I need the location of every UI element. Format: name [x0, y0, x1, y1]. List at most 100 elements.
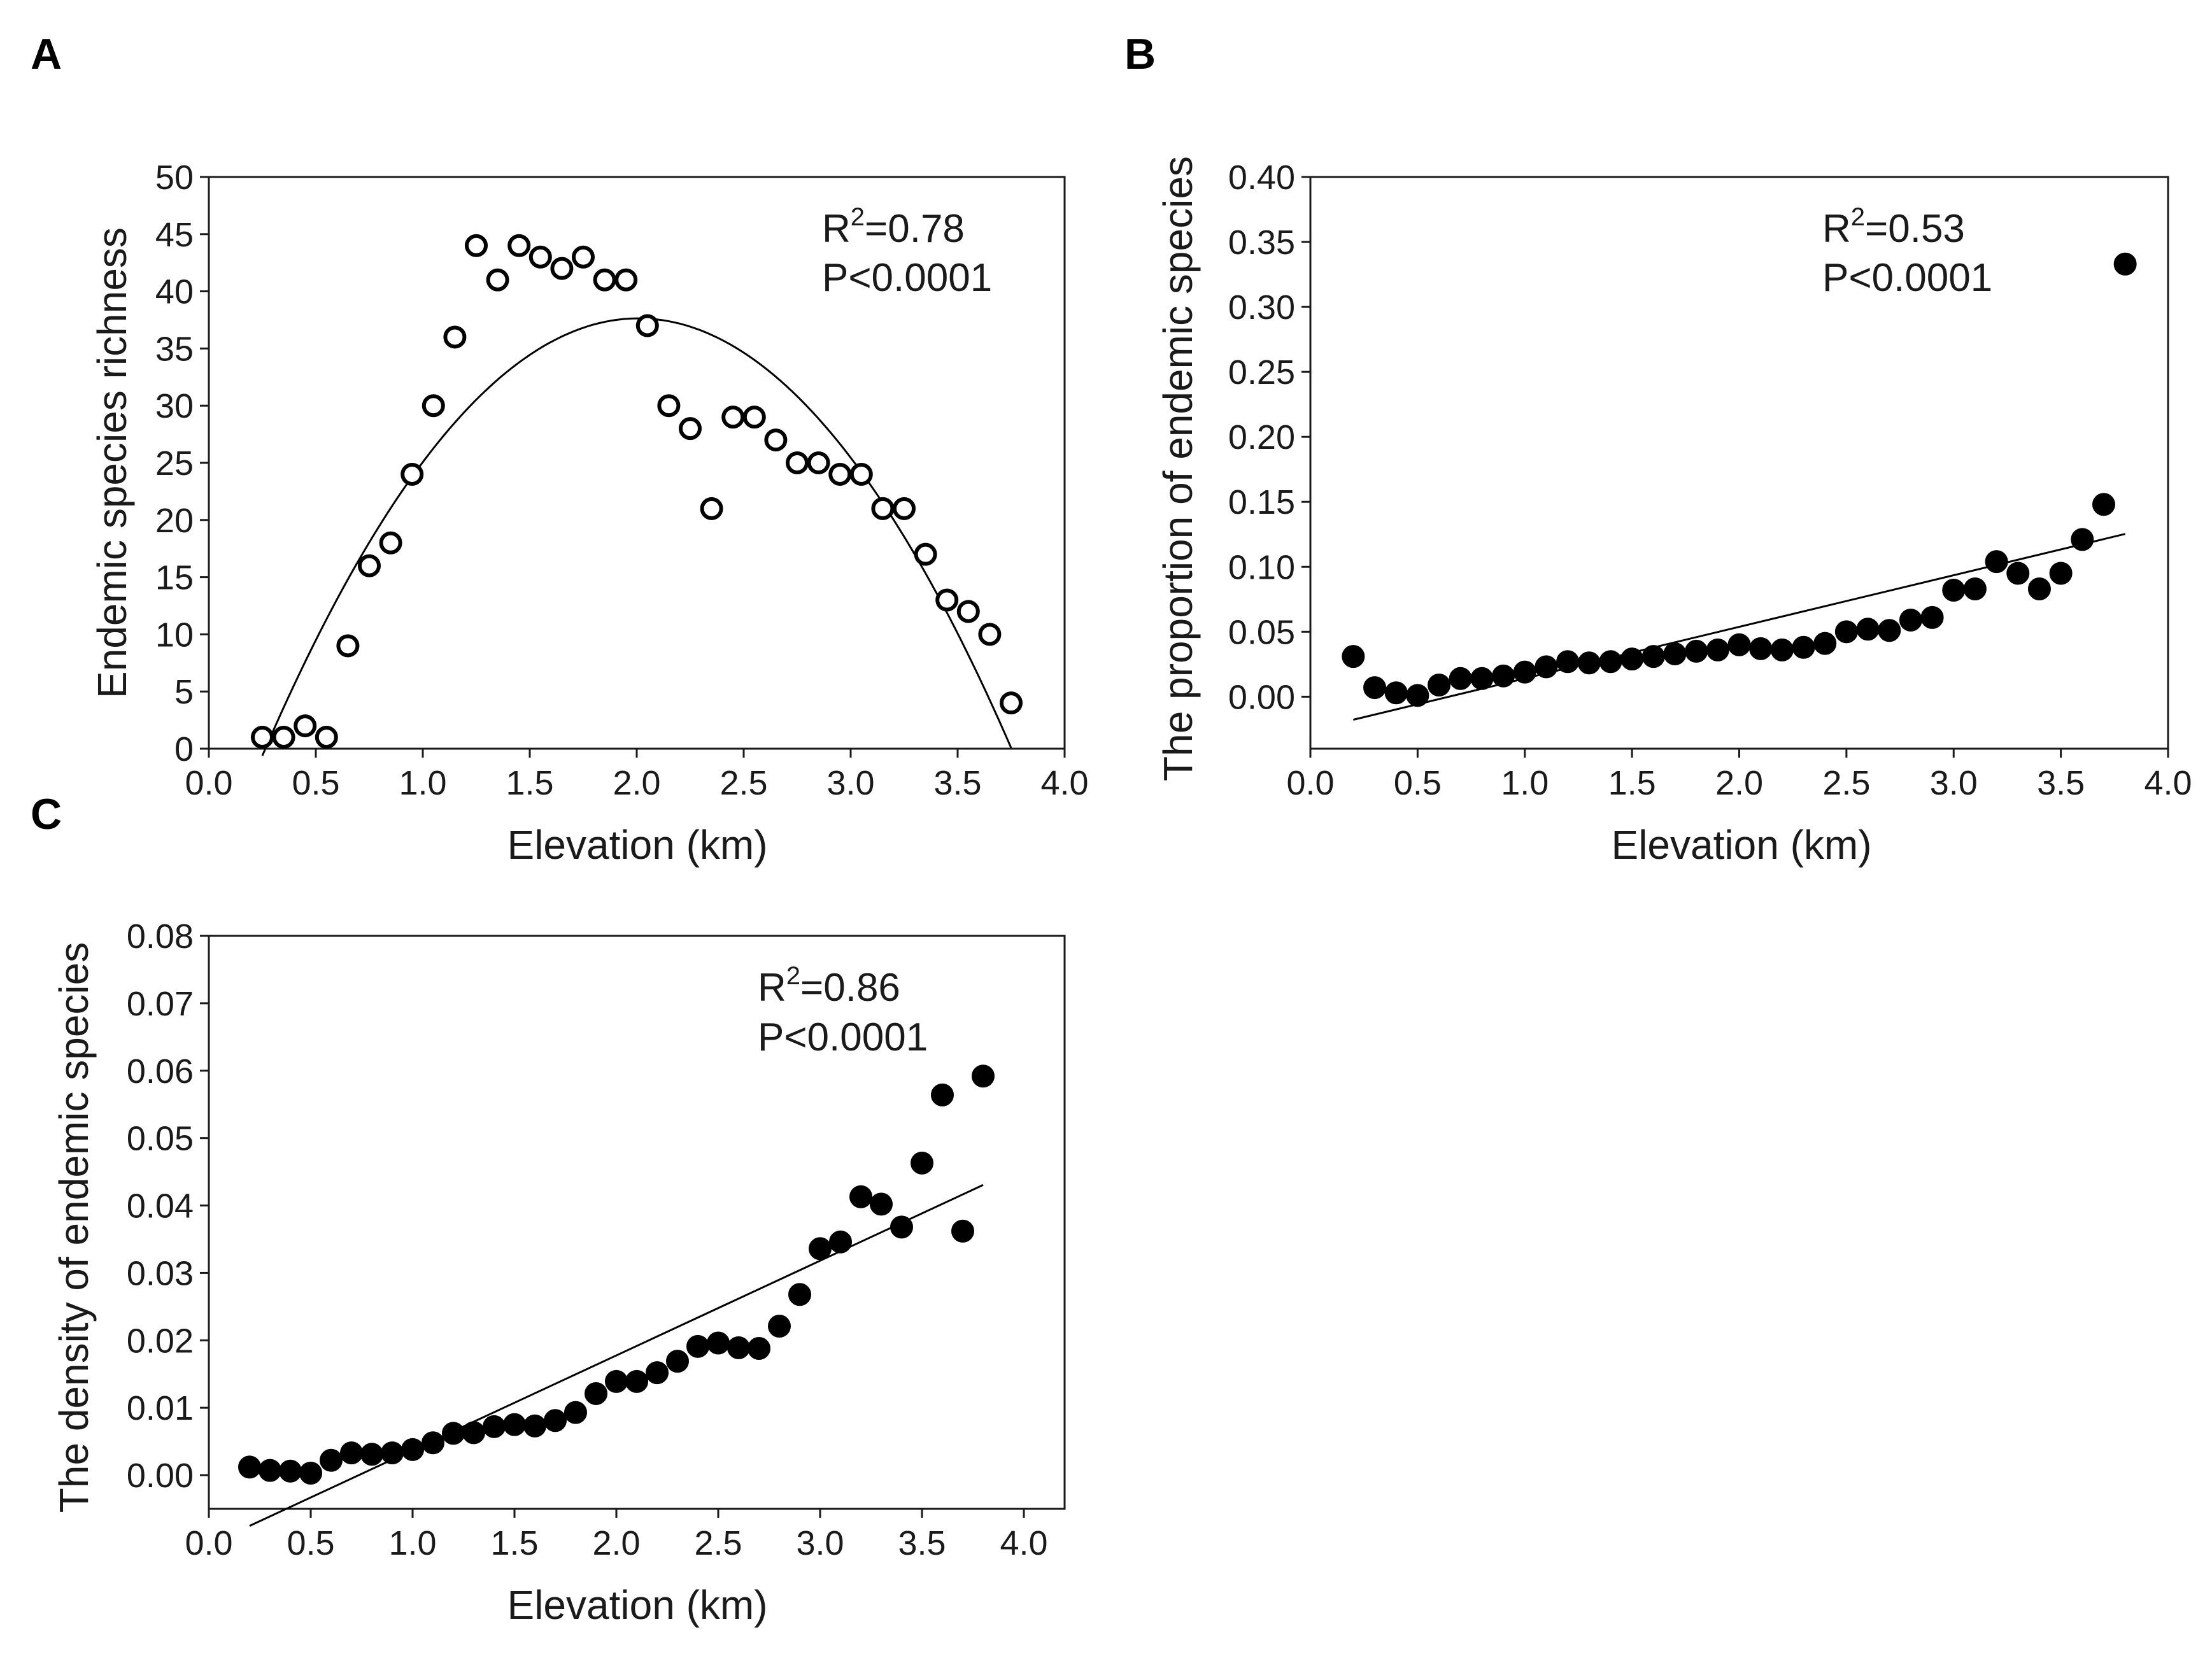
y-tick-label-a: 5 — [174, 673, 194, 711]
y-tick-label-a: 50 — [155, 159, 194, 197]
y-tick-label-c: 0.04 — [127, 1187, 194, 1226]
fit-line-a — [261, 317, 1012, 756]
data-point-c — [360, 1443, 383, 1466]
data-point-c — [686, 1334, 709, 1358]
fit-line-c — [249, 1184, 984, 1527]
y-tick-label-b: 0.00 — [1228, 678, 1295, 716]
data-point-a — [807, 451, 830, 474]
data-point-a — [978, 623, 1002, 646]
y-tick-label-a: 20 — [155, 502, 194, 540]
p-value-b: P<0.0001 — [1822, 256, 1992, 300]
data-point-a — [294, 714, 317, 738]
x-tick-label-c: 1.0 — [388, 1524, 436, 1562]
data-point-b — [1792, 635, 1815, 659]
data-point-b — [1363, 676, 1387, 700]
data-point-c — [401, 1438, 424, 1461]
panel-letter-c: C — [31, 790, 62, 838]
data-point-a — [401, 462, 424, 486]
x-tick-label-b: 4.0 — [2144, 764, 2192, 802]
data-point-b — [1942, 579, 1966, 602]
data-point-c — [829, 1230, 852, 1254]
y-tick-label-a: 25 — [155, 444, 194, 483]
data-point-a — [956, 600, 980, 623]
data-point-c — [320, 1448, 343, 1472]
x-tick-label-a: 0.0 — [185, 764, 232, 802]
x-tick-label-c: 3.0 — [796, 1524, 844, 1562]
data-point-c — [442, 1422, 465, 1445]
data-point-c — [666, 1350, 689, 1373]
y-tick-label-c: 0.08 — [127, 917, 194, 956]
data-point-b — [1685, 639, 1708, 663]
x-tick-label-a: 1.0 — [399, 764, 446, 802]
data-point-a — [614, 268, 638, 292]
data-point-a — [786, 451, 809, 474]
x-tick-label-b: 2.5 — [1822, 764, 1870, 802]
y-tick-label-a: 35 — [155, 330, 194, 368]
data-point-b — [2071, 528, 2094, 551]
x-tick-label-c: 0.5 — [287, 1524, 334, 1562]
data-point-c — [483, 1415, 506, 1438]
data-point-b — [2092, 493, 2115, 516]
data-point-b — [1428, 673, 1451, 696]
data-point-b — [2113, 252, 2137, 276]
panel-a: A R2=0.78 P<0.0001 Elevation (km) Endemi… — [31, 30, 1089, 868]
panel-letter-a: A — [31, 30, 62, 78]
data-point-b — [1470, 667, 1494, 690]
y-tick-label-b: 0.10 — [1228, 548, 1295, 586]
x-tick-label-c: 3.5 — [898, 1524, 946, 1562]
y-tick-label-c: 0.06 — [127, 1052, 194, 1091]
x-tick-label-a: 1.5 — [506, 764, 553, 802]
data-point-b — [1556, 650, 1580, 674]
data-point-c — [585, 1382, 607, 1405]
p-value-a: P<0.0001 — [822, 256, 992, 300]
y-tick-label-a: 0 — [174, 730, 194, 768]
data-point-c — [625, 1369, 648, 1393]
y-tick-label-b: 0.15 — [1228, 483, 1295, 521]
data-point-c — [951, 1219, 974, 1243]
data-point-c — [931, 1083, 954, 1106]
data-point-b — [1599, 650, 1622, 674]
data-point-a — [828, 462, 852, 486]
x-tick-label-b: 0.0 — [1286, 764, 1334, 802]
data-point-c — [727, 1336, 750, 1359]
data-point-b — [1878, 619, 1901, 642]
x-axis-label-a: Elevation (km) — [507, 822, 768, 868]
data-point-b — [1449, 667, 1472, 690]
x-tick-label-c: 2.0 — [592, 1524, 640, 1562]
y-tick-label-a: 40 — [155, 273, 194, 311]
data-point-b — [1577, 651, 1601, 675]
data-point-b — [1899, 608, 1922, 632]
x-tick-label-a: 2.5 — [720, 764, 767, 802]
data-point-b — [1406, 684, 1429, 707]
data-point-a — [935, 588, 959, 612]
data-point-b — [1706, 638, 1729, 661]
data-point-a — [657, 394, 681, 418]
x-tick-label-b: 3.0 — [1930, 764, 1978, 802]
x-tick-label-c: 0.0 — [185, 1524, 232, 1562]
y-tick-label-c: 0.01 — [127, 1389, 194, 1427]
data-point-b — [1663, 642, 1687, 666]
data-point-b — [2006, 562, 2030, 585]
data-point-c — [299, 1461, 322, 1485]
y-tick-label-a: 10 — [155, 616, 194, 654]
y-tick-label-c: 0.07 — [127, 985, 194, 1023]
data-point-a — [700, 497, 723, 520]
data-point-c — [788, 1283, 811, 1306]
x-tick-label-b: 1.5 — [1608, 764, 1656, 802]
data-point-c — [748, 1337, 770, 1360]
x-tick-label-b: 0.5 — [1394, 764, 1442, 802]
data-point-c — [564, 1401, 587, 1424]
data-point-a — [593, 268, 616, 292]
data-point-a — [251, 726, 274, 749]
data-point-a — [379, 531, 402, 555]
x-tick-label-a: 3.5 — [933, 764, 981, 802]
data-point-c — [462, 1421, 485, 1445]
data-point-a — [443, 325, 467, 349]
y-axis-label-c: The density of endemic species — [51, 942, 97, 1513]
data-point-a — [528, 245, 552, 269]
data-point-b — [1770, 638, 1794, 661]
x-tick-label-b: 1.0 — [1501, 764, 1549, 802]
data-point-b — [1963, 577, 1987, 600]
y-tick-label-a: 45 — [155, 216, 194, 254]
